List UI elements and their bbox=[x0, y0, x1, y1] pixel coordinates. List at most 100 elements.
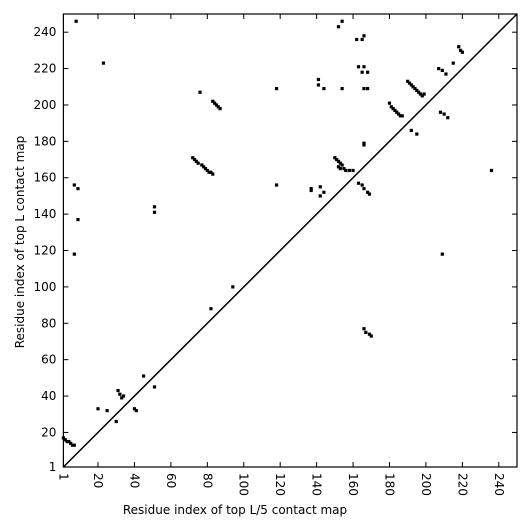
x-tick-label: 180 bbox=[382, 473, 396, 496]
contact bbox=[420, 94, 424, 98]
y-tick-label: 40 bbox=[41, 389, 56, 403]
contact bbox=[362, 65, 366, 69]
contact bbox=[336, 25, 341, 29]
contact bbox=[70, 443, 75, 447]
contact bbox=[322, 190, 326, 194]
contact bbox=[121, 394, 126, 398]
contact bbox=[274, 86, 279, 91]
contact bbox=[191, 156, 195, 160]
contact bbox=[333, 156, 337, 160]
x-tick-label: 40 bbox=[127, 473, 141, 488]
contact bbox=[209, 170, 213, 174]
x-tick-label: 120 bbox=[273, 473, 287, 496]
contact bbox=[274, 183, 279, 187]
contact bbox=[76, 187, 80, 191]
contact bbox=[418, 92, 423, 96]
contact bbox=[132, 407, 137, 411]
contact bbox=[451, 61, 455, 65]
contact bbox=[105, 409, 109, 413]
contact bbox=[216, 105, 220, 109]
x-tick-label: 1 bbox=[56, 473, 70, 481]
contact bbox=[422, 92, 426, 96]
contact bbox=[395, 110, 399, 114]
contact bbox=[366, 190, 370, 194]
y-tick-label: 120 bbox=[33, 244, 56, 258]
contact bbox=[415, 88, 419, 93]
contact bbox=[393, 108, 397, 113]
contact bbox=[442, 112, 446, 116]
contact bbox=[231, 285, 235, 289]
contact bbox=[360, 183, 364, 187]
contact bbox=[409, 128, 413, 133]
contact bbox=[318, 194, 322, 198]
contact bbox=[457, 45, 461, 49]
contact bbox=[355, 37, 359, 42]
contact bbox=[198, 90, 202, 94]
contact bbox=[194, 159, 198, 163]
contact bbox=[200, 163, 204, 167]
y-tick-label: 80 bbox=[41, 316, 56, 330]
contact bbox=[396, 112, 401, 116]
y-tick-label: 200 bbox=[33, 98, 56, 112]
contact bbox=[152, 210, 157, 214]
contact bbox=[114, 419, 118, 424]
contact bbox=[213, 101, 217, 105]
y-tick-label: 100 bbox=[33, 280, 56, 294]
contact bbox=[218, 107, 222, 111]
contact bbox=[120, 396, 124, 400]
contact bbox=[440, 68, 444, 72]
contact bbox=[116, 388, 120, 393]
contact bbox=[362, 143, 366, 147]
contact bbox=[398, 114, 403, 118]
contact bbox=[207, 170, 211, 174]
contact bbox=[351, 168, 355, 173]
contact bbox=[316, 77, 321, 82]
x-tick-label: 160 bbox=[346, 473, 360, 496]
contact bbox=[347, 168, 352, 173]
contact bbox=[489, 168, 494, 173]
contact bbox=[318, 185, 322, 189]
x-tick-label: 60 bbox=[164, 473, 178, 488]
contact bbox=[335, 157, 339, 162]
contact bbox=[309, 188, 313, 193]
y-axis-label: Residue index of top L contact map bbox=[13, 136, 27, 349]
contact bbox=[360, 37, 364, 42]
contact bbox=[74, 19, 78, 23]
contact bbox=[72, 183, 76, 187]
contact bbox=[400, 114, 404, 118]
y-tick-label: 60 bbox=[41, 353, 56, 367]
y-tick-label: 160 bbox=[33, 171, 56, 185]
contact bbox=[72, 443, 76, 447]
contact bbox=[362, 187, 366, 191]
contact bbox=[458, 48, 463, 52]
contact bbox=[406, 79, 410, 83]
contact bbox=[338, 161, 342, 165]
contact bbox=[356, 181, 361, 185]
contact bbox=[437, 66, 441, 71]
contact bbox=[362, 327, 366, 331]
contact bbox=[366, 86, 370, 91]
contact bbox=[192, 157, 197, 162]
contact bbox=[413, 86, 417, 91]
contact bbox=[336, 165, 341, 169]
contact bbox=[152, 385, 157, 389]
x-axis-label: Residue index of top L/5 contact map bbox=[123, 503, 347, 517]
contact bbox=[211, 172, 215, 176]
contact bbox=[367, 192, 372, 196]
contact bbox=[316, 83, 321, 87]
contact bbox=[446, 116, 450, 120]
x-tick-label: 100 bbox=[237, 473, 251, 496]
y-tick-label: 1 bbox=[49, 460, 57, 474]
contact bbox=[369, 334, 373, 338]
contact bbox=[342, 167, 346, 171]
contact bbox=[72, 252, 76, 256]
y-tick-label: 20 bbox=[41, 425, 56, 439]
contact bbox=[411, 85, 415, 89]
contact bbox=[134, 409, 138, 413]
contact bbox=[415, 132, 419, 136]
contact bbox=[362, 34, 366, 38]
contact bbox=[338, 167, 342, 171]
plot-frame bbox=[62, 13, 518, 468]
contact bbox=[336, 159, 341, 163]
